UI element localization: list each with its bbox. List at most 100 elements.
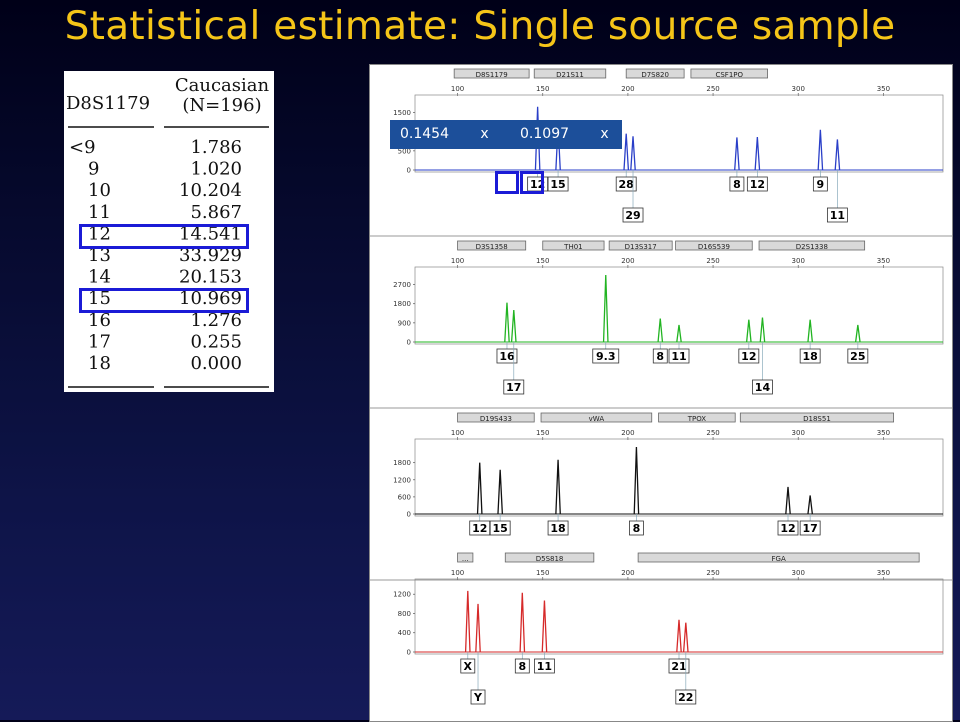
- allele-frequency-table: D8S1179 Caucasian (N=196) <9 1.786 9 1.020 1…: [64, 71, 274, 392]
- trace-peak: [834, 139, 841, 171]
- bp-tick-label: 200: [621, 85, 634, 93]
- allele-call-label: 11: [830, 209, 845, 222]
- bp-tick-label: 300: [792, 257, 805, 265]
- locus-header: D8S1179: [66, 93, 150, 114]
- trace-peak: [854, 324, 861, 343]
- locus-marker: [457, 552, 474, 563]
- locus-marker: [457, 412, 535, 423]
- trace-peak: [807, 319, 813, 343]
- locus-marker: [658, 412, 736, 423]
- locus-label: D3S1358: [476, 243, 508, 251]
- locus-label: D5S818: [536, 555, 564, 563]
- allele-call-label: 17: [506, 381, 521, 394]
- locus-marker: [533, 68, 607, 79]
- bp-tick-label: 150: [536, 85, 549, 93]
- locus-marker: [739, 412, 895, 423]
- locus-label: TPOX: [687, 415, 707, 423]
- allele-cell: 9: [88, 159, 99, 180]
- rfu-tick-label: 500: [398, 147, 411, 155]
- allele-cell: 15: [88, 288, 111, 309]
- trace-peak: [807, 495, 813, 515]
- frequency-cell: 0.255: [190, 331, 242, 352]
- frequency-cell: 20.153: [179, 267, 242, 288]
- green-panel-plot: D3S1358 TH01 D13S317 D16S539 D2S1338 100 150 20…: [370, 240, 952, 409]
- dye-panel-blue: D8S1179 D21S11 D7S820 CSF1PO 100 150 200 250 300…: [370, 65, 952, 237]
- plot-frame: [414, 438, 944, 517]
- rfu-tick-label: 800: [398, 610, 411, 618]
- allele-call-box: [470, 689, 486, 705]
- heterozygote-factor: 2: [640, 126, 649, 142]
- callout-box-allele-12: [495, 171, 519, 194]
- slide-title: Statistical estimate: Single source samp…: [64, 4, 896, 49]
- allele-cell: <9: [69, 137, 96, 158]
- bp-tick-label: 250: [706, 569, 719, 577]
- callout-box-allele-15: [520, 171, 544, 194]
- trace-peak: [676, 324, 682, 343]
- locus-label: D13S317: [625, 243, 657, 251]
- bp-tick-label: 100: [451, 429, 464, 437]
- allele-call-box: [652, 348, 668, 364]
- trace-peak: [555, 459, 561, 515]
- allele-call-box: [752, 379, 773, 395]
- bp-tick-label: 350: [877, 429, 890, 437]
- bp-tick-label: 150: [536, 257, 549, 265]
- allele-call-box: [668, 348, 690, 364]
- allele-call-label: 16: [499, 350, 515, 363]
- locus-marker: [608, 240, 673, 251]
- allele-call-box: [738, 348, 760, 364]
- frequency-cell: 10.204: [179, 180, 242, 201]
- allele-call-box: [826, 207, 848, 223]
- rfu-tick-label: 1800: [393, 300, 411, 308]
- allele-call-box: [460, 658, 476, 674]
- trace-peak: [475, 603, 481, 653]
- allele-call-box: [547, 176, 569, 192]
- frequency-cell: 0.000: [190, 353, 242, 374]
- bp-tick-label: 200: [621, 257, 634, 265]
- locus-label: TH01: [563, 243, 582, 251]
- plot-frame: [414, 266, 944, 345]
- allele-cell: 16: [88, 310, 111, 331]
- frequency-cell: 1.020: [190, 159, 242, 180]
- trace-peak: [785, 486, 791, 515]
- electropherogram: D8S1179 D21S11 D7S820 CSF1PO 100 150 200 250 300…: [369, 64, 953, 722]
- allele-call-label: 17: [802, 522, 817, 535]
- allele-call-box: [675, 689, 697, 705]
- locus-marker: [758, 240, 866, 251]
- trace-peak: [657, 318, 664, 343]
- bp-tick-label: 100: [451, 569, 464, 577]
- bp-tick-label: 300: [792, 85, 805, 93]
- trace-peak: [745, 319, 752, 343]
- rfu-tick-label: 900: [398, 319, 411, 327]
- locus-marker: [504, 552, 595, 563]
- allele-call-box: [622, 207, 644, 223]
- trace-peak: [734, 137, 740, 171]
- allele-call-box: [729, 176, 745, 192]
- bp-tick-label: 300: [792, 569, 805, 577]
- allele-cell: 18: [88, 353, 111, 374]
- bp-tick-label: 350: [877, 569, 890, 577]
- trace-peak: [464, 590, 471, 653]
- allele-call-label: 15: [550, 178, 565, 191]
- allele-call-label: X: [464, 660, 473, 673]
- highlight-box-allele-12: [79, 224, 249, 249]
- probability-calculation: 0.1454 x 0.1097 x 2: [390, 120, 649, 149]
- allele-call-label: 11: [671, 350, 686, 363]
- trace-peak: [759, 317, 766, 343]
- dye-panel-red: ... D5S818 FGA 100 150 200 250 300 350 0 400 800 120…: [370, 549, 952, 721]
- population-size-header: (N=196): [182, 95, 261, 116]
- locus-label: D21S11: [556, 71, 584, 79]
- trace-peak: [754, 137, 761, 171]
- rfu-tick-label: 1500: [393, 109, 411, 117]
- allele-call-label: 15: [493, 522, 508, 535]
- allele-call-label: 8: [518, 660, 526, 673]
- frequency-cell: 14.541: [179, 223, 242, 244]
- population-header: Caucasian: [175, 75, 270, 96]
- locus-label: D18S51: [803, 415, 831, 423]
- highlight-box-allele-15: [79, 288, 249, 313]
- allele-call-label: 11: [537, 660, 552, 673]
- trace-peak: [504, 302, 510, 343]
- allele-call-label: 22: [678, 691, 693, 704]
- allele-call-box: [514, 658, 530, 674]
- rfu-tick-label: 1200: [393, 476, 411, 484]
